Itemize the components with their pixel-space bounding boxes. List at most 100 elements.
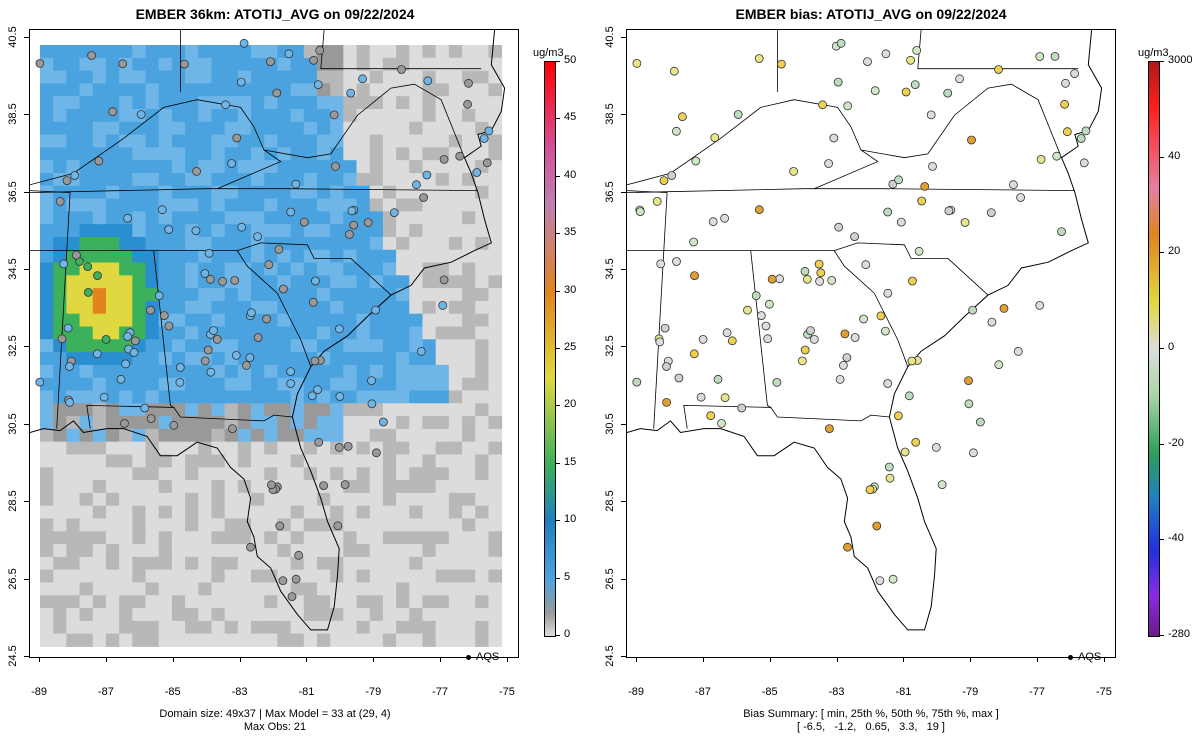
station-marker — [968, 305, 978, 315]
station-marker — [209, 326, 218, 336]
model-cell — [488, 160, 503, 174]
model-cell — [264, 390, 278, 404]
model-cell — [448, 544, 463, 558]
model-cell — [158, 518, 173, 532]
model-cell — [264, 45, 278, 59]
model-cell — [369, 198, 384, 212]
model-cell — [198, 377, 212, 391]
model-cell — [198, 633, 212, 647]
y-tick-label: 28.5 — [7, 490, 19, 512]
model-cell — [290, 467, 305, 481]
model-cell — [409, 236, 423, 251]
model-cell — [66, 121, 81, 136]
station-marker — [87, 51, 96, 60]
model-cell — [435, 620, 450, 635]
model-cell — [40, 416, 54, 430]
model-cell — [185, 364, 199, 379]
model-cell — [132, 57, 147, 72]
model-cell — [66, 45, 81, 59]
model-cell — [79, 403, 94, 417]
model-cell — [237, 57, 252, 72]
model-cell — [303, 492, 318, 507]
model-cell — [462, 403, 476, 417]
station-marker — [309, 55, 319, 65]
model-cell — [158, 480, 173, 494]
model-cell — [66, 595, 81, 609]
station-marker — [463, 99, 473, 109]
model-cell — [475, 236, 489, 251]
model-cell — [396, 531, 410, 545]
model-cell — [158, 57, 173, 72]
station-marker — [422, 170, 432, 180]
station-marker — [1013, 346, 1023, 356]
model-cell — [462, 416, 476, 430]
station-marker — [130, 336, 140, 346]
model-cell — [211, 45, 226, 59]
state-boundary — [833, 250, 909, 367]
model-cell — [303, 249, 318, 264]
model-cell — [462, 505, 476, 519]
model-cell — [145, 390, 160, 404]
model-cell — [462, 313, 476, 328]
model-cell — [211, 352, 226, 366]
model-cell — [198, 121, 212, 136]
model-cell — [158, 505, 173, 519]
model-cell — [66, 160, 81, 174]
station-marker — [482, 158, 492, 168]
model-cell — [171, 83, 186, 97]
model-cell — [409, 595, 423, 609]
station-marker — [767, 274, 777, 284]
model-cell — [330, 505, 344, 519]
model-cell — [475, 300, 489, 315]
model-cell — [66, 313, 81, 328]
y-tick-label: 38.5 — [604, 103, 616, 125]
model-cell — [488, 377, 503, 391]
model-cell — [356, 198, 371, 212]
model-cell — [171, 492, 186, 507]
station-marker — [824, 424, 834, 434]
model-cell — [343, 70, 358, 84]
model-cell — [435, 633, 450, 647]
model-cell — [409, 275, 423, 289]
model-cell — [396, 416, 410, 430]
model-cell — [290, 262, 305, 276]
station-marker — [834, 222, 844, 232]
model-cell — [382, 518, 397, 532]
model-cell — [475, 339, 489, 353]
model-cell — [382, 300, 397, 315]
colorbar-label: 20 — [564, 398, 577, 411]
model-cell — [303, 96, 318, 110]
model-cell — [435, 224, 450, 238]
model-cell — [277, 185, 292, 200]
model-cell — [237, 121, 252, 136]
model-cell — [290, 300, 305, 315]
station-marker — [93, 271, 102, 281]
model-cell — [448, 608, 463, 622]
model-cell — [79, 531, 94, 545]
station-marker — [678, 112, 687, 122]
model-cell — [40, 160, 54, 174]
model-cell — [145, 531, 160, 545]
model-cell — [369, 83, 384, 97]
model-cell — [145, 428, 160, 443]
model-cell — [435, 377, 450, 391]
model-cell — [475, 505, 489, 519]
station-marker — [900, 447, 910, 457]
y-tick-mark — [24, 36, 29, 38]
model-cell — [40, 428, 54, 443]
model-cell — [369, 121, 384, 136]
model-cell — [251, 172, 265, 187]
model-cell — [475, 313, 489, 328]
model-cell — [316, 544, 331, 558]
station-marker — [994, 65, 1003, 74]
x-tick-label: -77 — [1029, 686, 1046, 698]
colorbar-label: 10 — [564, 513, 577, 526]
model-cell — [92, 556, 107, 571]
model-cell — [422, 313, 437, 328]
model-cell — [145, 326, 160, 340]
model-cell — [224, 377, 239, 391]
colorbar-label: 5 — [564, 570, 571, 583]
x-tick-label: -89 — [628, 686, 644, 698]
station-marker — [232, 133, 242, 143]
model-cell — [396, 339, 410, 353]
